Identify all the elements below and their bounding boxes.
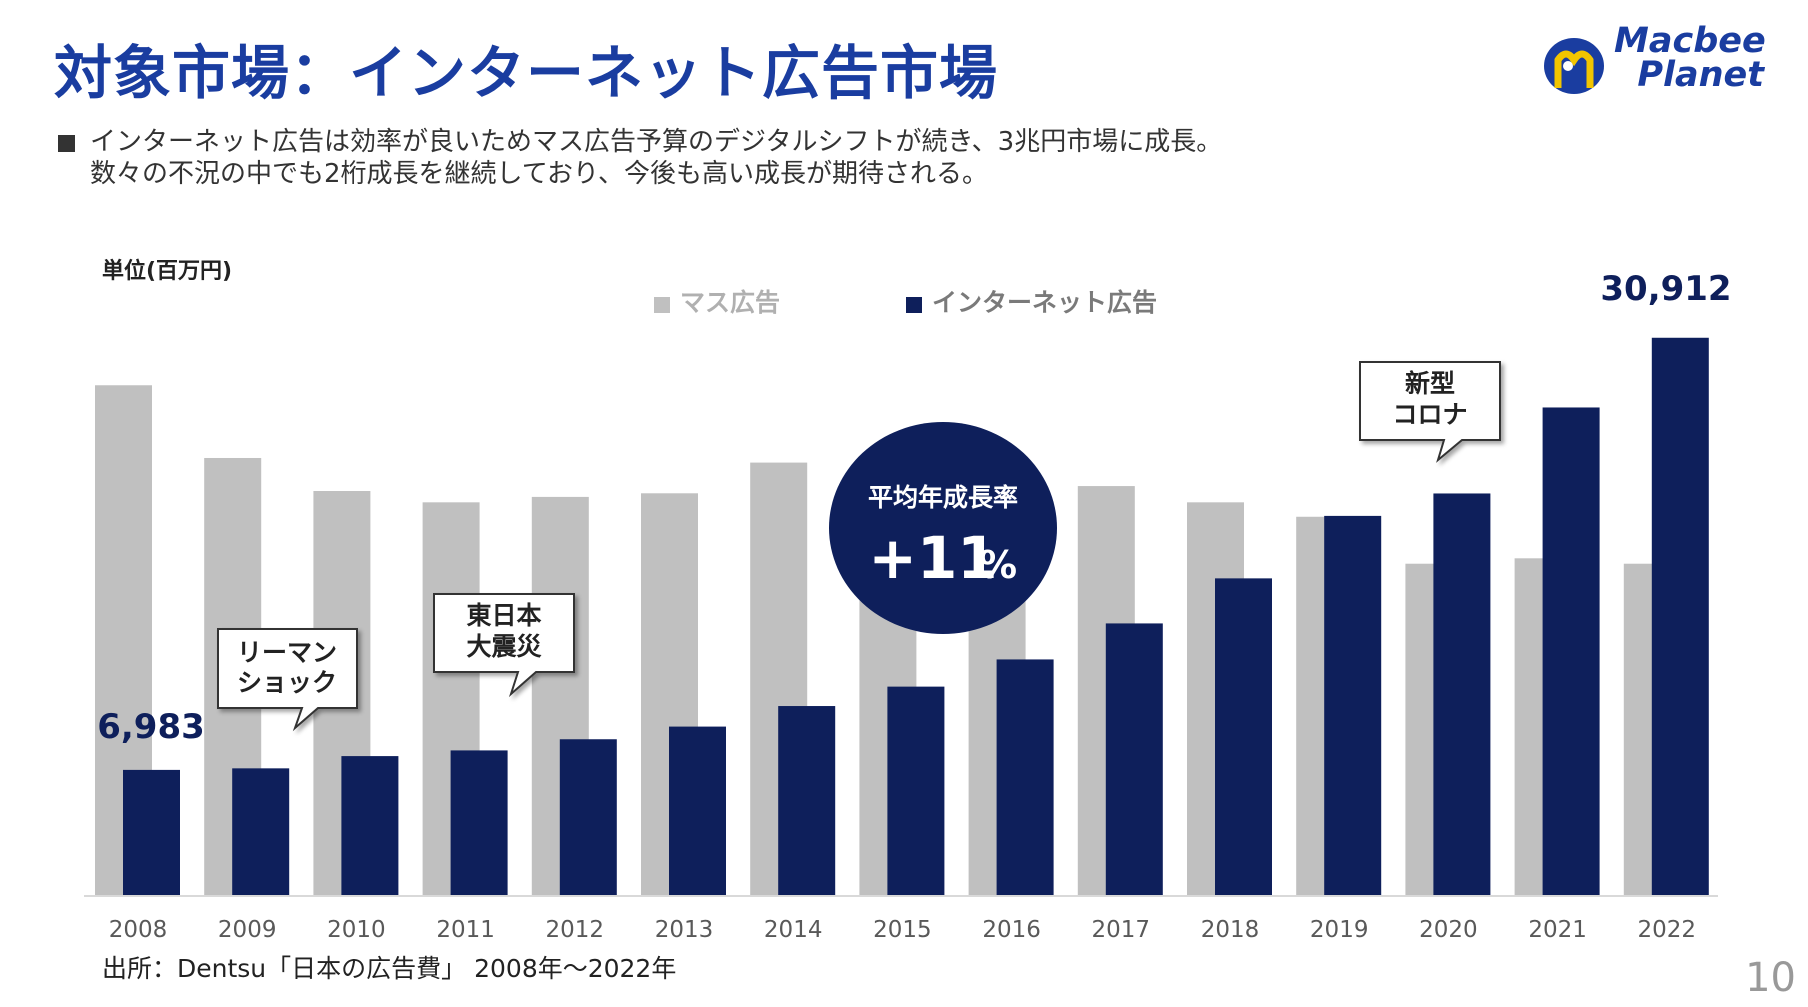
- page-title: 対象市場：インターネット広告市場: [54, 39, 999, 107]
- legend-swatch-internet: [906, 297, 922, 313]
- callout-lehman-box: [217, 628, 358, 732]
- data-label-last: 30,912: [1600, 269, 1731, 309]
- cagr-unit: %: [979, 543, 1017, 587]
- internet-bar-2020: [1433, 493, 1491, 896]
- internet-series: [123, 337, 1709, 897]
- logo-line-1: Macbee: [1614, 21, 1766, 61]
- callout-lehman-line1: リーマン: [237, 638, 337, 667]
- cagr-label: 平均年成長率: [868, 483, 1018, 512]
- x-tick-2017: 2017: [1092, 917, 1151, 943]
- callout-tohoku-line2: 大震災: [466, 632, 542, 661]
- internet-bar-2008: [123, 769, 180, 896]
- x-tick-2015: 2015: [873, 917, 932, 943]
- internet-bar-2013: [669, 726, 726, 896]
- internet-bar-2009: [232, 768, 290, 896]
- callout-covid-line2: コロナ: [1392, 400, 1467, 429]
- page-number: 10: [1745, 955, 1796, 1001]
- internet-bar-2015: [887, 686, 945, 896]
- x-tick-2016: 2016: [982, 917, 1041, 943]
- bullet-square-icon: [58, 135, 75, 152]
- internet-bar-2011: [450, 750, 508, 896]
- x-tick-2019: 2019: [1310, 917, 1369, 943]
- bee-logo-icon: [1544, 38, 1604, 94]
- data-label-first: 6,983: [97, 707, 205, 747]
- unit-label: 単位(百万円): [102, 258, 232, 284]
- x-tick-2009: 2009: [218, 917, 277, 943]
- legend: マス広告 インターネット広告: [654, 288, 1157, 317]
- source-note: 出所：Dentsu「日本の広告費」 2008年～2022年: [102, 954, 676, 983]
- x-tick-2021: 2021: [1528, 917, 1587, 943]
- macbee-planet-logo: Macbee Planet: [1540, 24, 1780, 104]
- internet-bar-2016: [996, 659, 1054, 896]
- summary-line-1: インターネット広告は効率が良いためマス広告予算のデジタルシフトが続き、3兆円市場…: [90, 127, 1223, 157]
- legend-swatch-mass: [654, 297, 670, 313]
- x-tick-labels: 2008 2009 2010 2011 2012 2013 2014 2015 2016 2017…: [109, 917, 1696, 943]
- cagr-badge: 平均年成長率 +11 %: [829, 422, 1057, 634]
- internet-bar-2012: [559, 739, 617, 896]
- internet-bar-2010: [341, 756, 399, 896]
- x-tick-2020: 2020: [1419, 917, 1478, 943]
- internet-bar-2019: [1324, 515, 1382, 896]
- cagr-value: +11: [868, 524, 997, 592]
- summary-line-2: 数々の不況の中でも2桁成長を継続しており、今後も高い成長が期待される。: [90, 159, 988, 189]
- callout-covid-line1: 新型: [1405, 369, 1455, 398]
- internet-bar-2017: [1105, 623, 1163, 896]
- x-tick-2014: 2014: [764, 917, 823, 943]
- logo-wordmark: Macbee Planet: [1614, 21, 1766, 95]
- internet-bar-2022: [1651, 337, 1709, 897]
- callout-lehman-line2: ショック: [237, 668, 337, 697]
- x-tick-2012: 2012: [546, 917, 605, 943]
- x-tick-2022: 2022: [1638, 917, 1697, 943]
- internet-bar-2018: [1215, 578, 1272, 896]
- legend-label-internet: インターネット広告: [932, 288, 1157, 317]
- callout-covid: 新型 コロナ: [1359, 361, 1501, 463]
- internet-bar-2014: [778, 706, 836, 896]
- logo-line-2: Planet: [1637, 55, 1764, 95]
- legend-label-mass: マス広告: [680, 288, 780, 317]
- internet-bar-2021: [1542, 407, 1600, 896]
- callout-tohoku-line1: 東日本: [466, 601, 541, 630]
- x-tick-2013: 2013: [655, 917, 714, 943]
- callout-lehman: リーマン ショック: [217, 628, 358, 732]
- cagr-circle: [829, 422, 1057, 634]
- callout-covid-box: [1359, 361, 1501, 463]
- x-tick-2008: 2008: [109, 917, 168, 943]
- callout-tohoku: 東日本 大震災: [433, 593, 575, 698]
- callout-tohoku-box: [433, 593, 575, 698]
- x-tick-2018: 2018: [1201, 917, 1260, 943]
- x-tick-2011: 2011: [436, 917, 495, 943]
- x-tick-2010: 2010: [327, 917, 386, 943]
